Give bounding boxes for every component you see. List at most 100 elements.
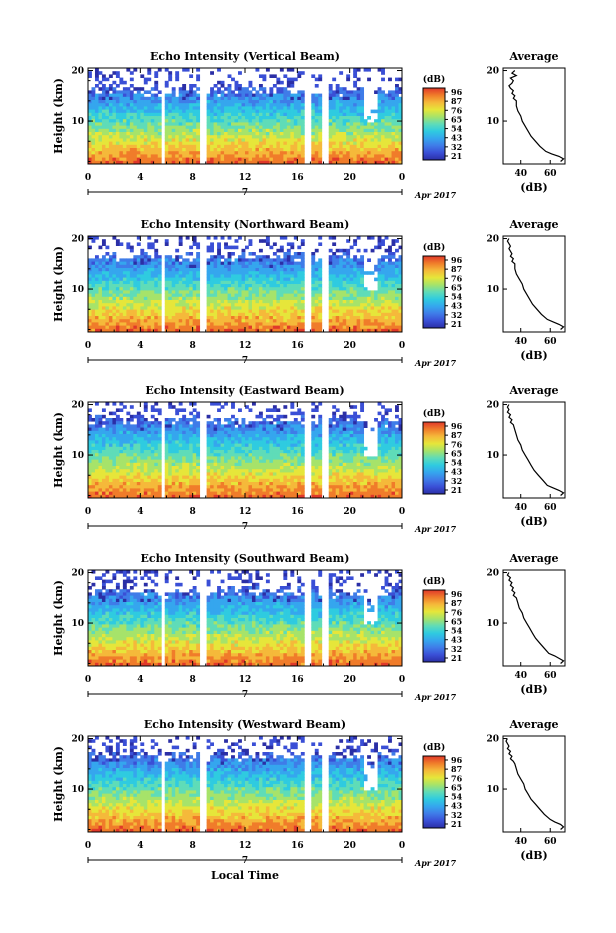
heatmap-cell <box>98 326 102 330</box>
heatmap-cell <box>168 492 172 496</box>
heatmap-cell <box>109 138 113 142</box>
heatmap-cell <box>165 106 169 110</box>
heatmap-cell <box>133 154 137 158</box>
heatmap-cell <box>318 306 322 310</box>
heatmap-cell <box>91 424 95 428</box>
heatmap-cell <box>339 265 343 269</box>
heatmap-cell <box>301 90 305 94</box>
heatmap-cell <box>339 106 343 110</box>
heatmap-cell <box>336 287 340 291</box>
heatmap-cell <box>168 463 172 467</box>
heatmap-cell <box>217 319 221 323</box>
heatmap-cell <box>123 90 127 94</box>
heatmap-cell <box>147 300 151 304</box>
heatmap-cell <box>112 447 116 451</box>
heatmap-cell <box>346 252 350 256</box>
heatmap-cell <box>287 135 291 139</box>
heatmap-cell <box>242 255 246 259</box>
heatmap-cell <box>112 316 116 320</box>
heatmap-cell <box>315 268 319 272</box>
heatmap-cell <box>144 154 148 158</box>
heatmap-cell <box>186 460 190 464</box>
heatmap-cell <box>172 135 176 139</box>
heatmap-cell <box>343 249 347 253</box>
heatmap-cell <box>238 300 242 304</box>
heatmap-cell <box>301 154 305 158</box>
heatmap-cell <box>343 90 347 94</box>
heatmap-cell <box>133 326 137 330</box>
heatmap-cell <box>130 300 134 304</box>
heatmap-cell <box>95 428 99 432</box>
heatmap-cell <box>336 249 340 253</box>
heatmap-cell <box>360 100 364 104</box>
heatmap-cell <box>172 116 176 120</box>
heatmap-cell <box>98 492 102 496</box>
heatmap-cell <box>168 326 172 330</box>
heatmap-cell <box>207 306 211 310</box>
heatmap-cell <box>123 87 127 91</box>
heatmap-cell <box>224 322 228 326</box>
heatmap-cell <box>123 472 127 476</box>
heatmap-cell <box>95 94 99 98</box>
heatmap-cell <box>231 129 235 133</box>
heatmap-cell <box>193 145 197 149</box>
heatmap-cell <box>280 122 284 126</box>
heatmap-cell <box>207 154 211 158</box>
date-label: Apr 2017 <box>414 190 457 200</box>
heatmap-cell <box>273 297 277 301</box>
heatmap-cell <box>214 316 218 320</box>
heatmap-cell <box>172 87 176 91</box>
heatmap-cell <box>126 265 130 269</box>
heatmap-cell <box>109 265 113 269</box>
heatmap-cell <box>276 258 280 262</box>
heatmap-cell <box>88 485 92 489</box>
heatmap-cell <box>179 242 183 246</box>
heatmap-cell <box>217 262 221 266</box>
heatmap-cell <box>147 297 151 301</box>
heatmap-cell <box>165 322 169 326</box>
heatmap-cell <box>123 469 127 473</box>
heatmap-cell <box>392 313 396 317</box>
heatmap-cell <box>252 271 256 275</box>
heatmap-cell <box>214 94 218 98</box>
heatmap-cell <box>360 90 364 94</box>
heatmap-cell <box>105 440 109 444</box>
heatmap-cell <box>357 287 361 291</box>
heatmap-cell <box>165 434 169 438</box>
heatmap-cell <box>137 319 141 323</box>
heatmap-cell <box>186 119 190 123</box>
heatmap-cell <box>301 110 305 114</box>
heatmap-cell <box>154 106 158 110</box>
heatmap-cell <box>315 281 319 285</box>
heatmap-cell <box>235 151 239 155</box>
heatmap-cell <box>102 271 106 275</box>
heatmap-cell <box>116 469 120 473</box>
heatmap-cell <box>193 297 197 301</box>
heatmap-cell <box>364 126 368 130</box>
heatmap-cell <box>273 271 277 275</box>
heatmap-cell <box>273 135 277 139</box>
heatmap-cell <box>116 319 120 323</box>
heatmap-cell <box>329 236 333 240</box>
heatmap-cell <box>151 476 155 480</box>
heatmap-cell <box>112 265 116 269</box>
heatmap-cell <box>116 294 120 298</box>
heatmap-cell <box>116 424 120 428</box>
heatmap-cell <box>364 306 368 310</box>
heatmap-cell <box>392 90 396 94</box>
heatmap-cell <box>374 119 378 123</box>
heatmap-cell <box>238 274 242 278</box>
heatmap-cell <box>311 271 315 275</box>
heatmap-cell <box>318 151 322 155</box>
heatmap-cell <box>147 142 151 146</box>
heatmap-cell <box>221 310 225 314</box>
heatmap-cell <box>255 316 259 320</box>
heatmap-cell <box>140 456 144 460</box>
heatmap-cell <box>109 132 113 136</box>
heatmap-cell <box>151 106 155 110</box>
heatmap-cell <box>350 287 354 291</box>
heatmap-cell <box>217 148 221 152</box>
heatmap-cell <box>259 265 263 269</box>
heatmap-cell <box>235 319 239 323</box>
heatmap-cell <box>151 437 155 441</box>
